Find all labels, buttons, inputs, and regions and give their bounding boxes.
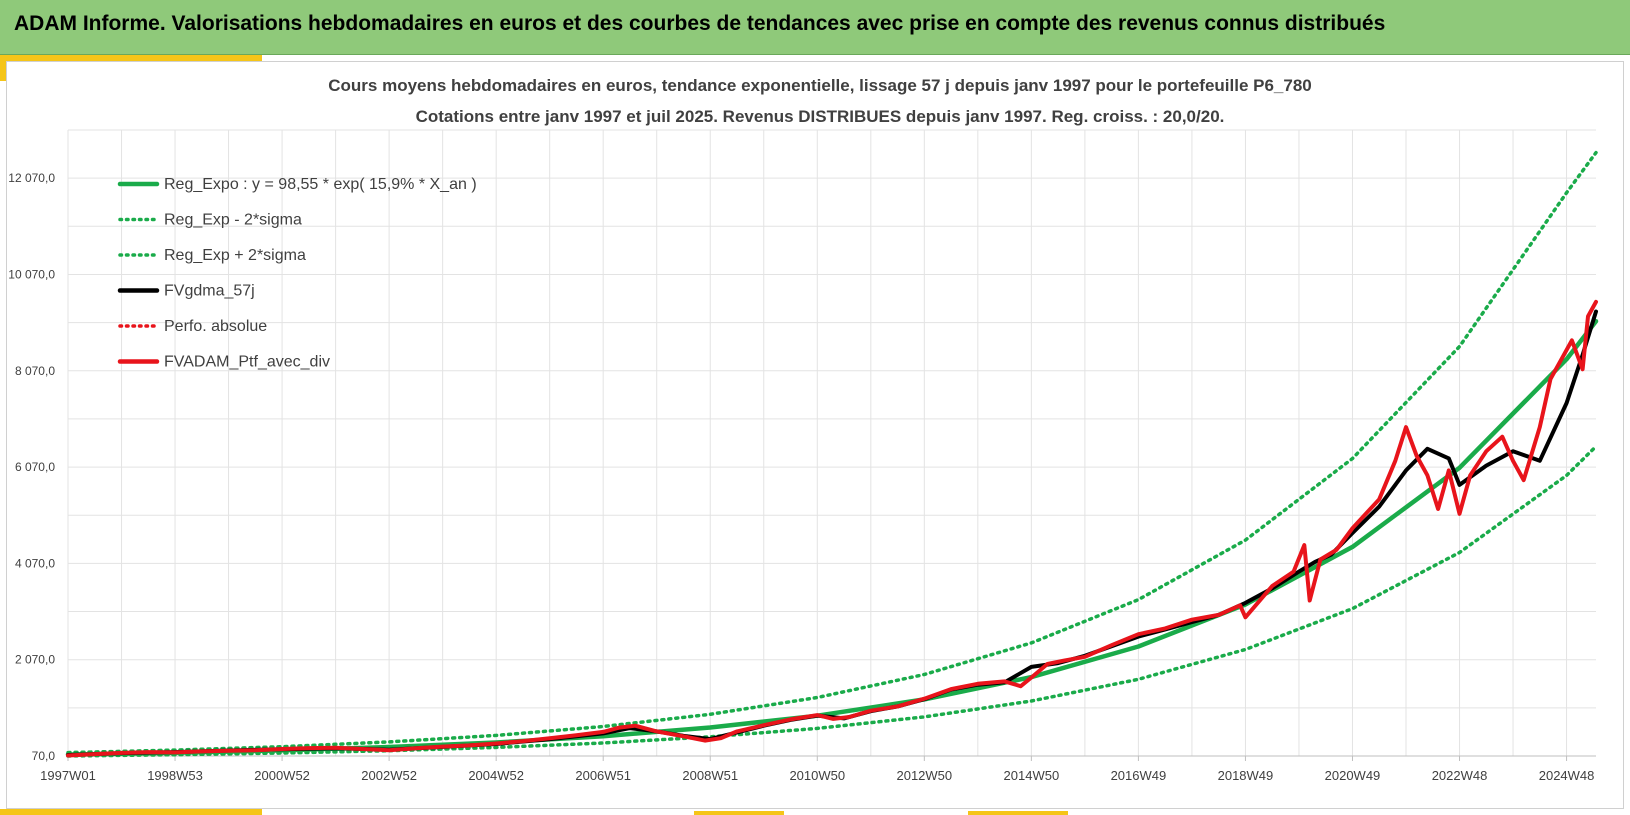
x-axis: 1997W01 1998W53 2000W52 2002W52 2004W52 2006W… — [40, 755, 1596, 783]
x-tick-label: 2004W52 — [468, 768, 524, 783]
x-tick-label: 2010W50 — [789, 768, 845, 783]
x-tick-label: 2000W52 — [254, 768, 310, 783]
legend-label: Perfo. absolue — [164, 318, 267, 335]
y-axis: 70,0 2 070,0 4 070,0 6 070,0 8 070,0 10 070,0… — [8, 171, 55, 763]
header-bar: ADAM Informe. Valorisations hebdomadaire… — [0, 0, 1630, 55]
grid — [67, 129, 1596, 757]
x-tick-label: 2016W49 — [1111, 768, 1167, 783]
x-tick-label: 2006W51 — [575, 768, 631, 783]
y-tick-label: 2 070,0 — [15, 653, 55, 667]
legend-label: Reg_Expo : y = 98,55 * exp( 15,9% * X_an… — [164, 176, 477, 193]
x-tick-label: 1997W01 — [40, 768, 96, 783]
series-line-2 — [66, 150, 1598, 755]
chart-title: Cours moyens hebdomadaires en euros, ten… — [328, 76, 1312, 95]
series-line-3 — [66, 309, 1598, 757]
x-tick-label: 2014W50 — [1004, 768, 1060, 783]
y-tick-label: 70,0 — [32, 749, 56, 763]
y-tick-label: 4 070,0 — [15, 556, 55, 570]
x-tick-label: 2002W52 — [361, 768, 417, 783]
page-title: ADAM Informe. Valorisations hebdomadaire… — [14, 12, 1386, 35]
legend-label: Reg_Exp - 2*sigma — [164, 212, 302, 229]
x-tick-label: 2008W51 — [682, 768, 738, 783]
legend-label: FVADAM_Ptf_avec_div — [164, 354, 330, 371]
accent-bar-bottom-3 — [968, 811, 1068, 815]
series-group — [65, 150, 1599, 758]
accent-bar-bottom — [0, 809, 262, 815]
x-tick-label: 2018W49 — [1218, 768, 1274, 783]
legend-label: Reg_Exp + 2*sigma — [164, 247, 306, 264]
chart-subtitle: Cotations entre janv 1997 et juil 2025. … — [416, 107, 1225, 126]
x-tick-label: 2024W48 — [1539, 768, 1595, 783]
accent-bar-bottom-2 — [694, 811, 784, 815]
accent-bar-top — [0, 55, 262, 61]
x-tick-label: 2022W48 — [1432, 768, 1488, 783]
legend-label: FVgdma_57j — [164, 283, 255, 300]
legend: Reg_Expo : y = 98,55 * exp( 15,9% * X_an… — [117, 176, 477, 371]
series-line-4 — [66, 309, 1598, 757]
x-tick-label: 2012W50 — [896, 768, 952, 783]
series-line-5 — [66, 299, 1598, 758]
y-tick-label: 8 070,0 — [15, 364, 55, 378]
x-tick-label: 1998W53 — [147, 768, 203, 783]
y-tick-label: 12 070,0 — [8, 171, 55, 185]
series-line-1 — [66, 444, 1598, 758]
series-line-0 — [65, 318, 1599, 757]
chart-frame — [6, 61, 1624, 809]
y-tick-label: 6 070,0 — [15, 460, 55, 474]
y-tick-label: 10 070,0 — [8, 267, 55, 281]
accent-bar-left — [0, 55, 6, 81]
x-tick-label: 2020W49 — [1325, 768, 1381, 783]
